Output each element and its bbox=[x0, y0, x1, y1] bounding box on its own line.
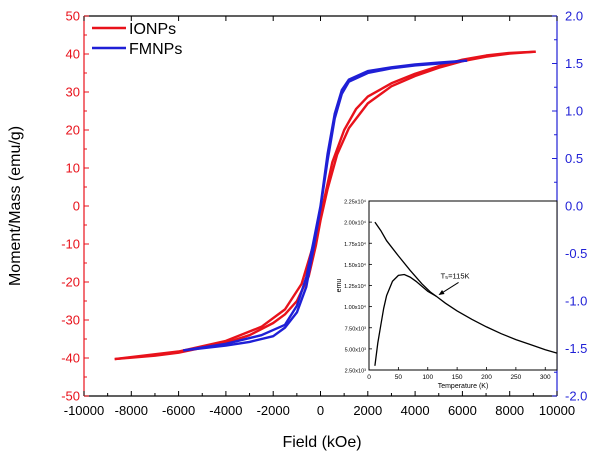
inset-annotation-label: T₅=115K bbox=[441, 271, 470, 280]
right-y-tick-label: 1.0 bbox=[565, 104, 583, 119]
x-axis-label: Field (kOe) bbox=[282, 434, 361, 451]
x-tick-label: 10000 bbox=[539, 403, 575, 418]
right-y-tick-label: 1.5 bbox=[565, 56, 583, 71]
x-tick-label: -8000 bbox=[115, 403, 148, 418]
x-tick-label: 2000 bbox=[353, 403, 382, 418]
right-y-tick-label: 0.0 bbox=[565, 199, 583, 214]
left-y-tick-label: 0 bbox=[73, 199, 80, 214]
inset-y-tick-label: 2.25x10⁴ bbox=[344, 199, 367, 206]
inset-frame bbox=[368, 200, 558, 371]
x-tick-label: -4000 bbox=[209, 403, 242, 418]
y-axis-label: Moment/Mass (emu/g) bbox=[7, 126, 24, 286]
inset-x-tick-label: 150 bbox=[452, 374, 463, 381]
legend: IONPs FMNPs bbox=[92, 21, 182, 58]
inset-y-tick-label: 2.50x10³ bbox=[345, 369, 367, 375]
inset-y-tick-label: 1.50x10⁴ bbox=[344, 262, 367, 269]
left-y-tick-label: 20 bbox=[66, 123, 80, 138]
left-y-tick-label: 50 bbox=[66, 9, 80, 24]
inset-y-tick-label: 1.00x10⁴ bbox=[344, 304, 367, 311]
x-tick-label: -6000 bbox=[162, 403, 195, 418]
inset-x-tick-label: 100 bbox=[422, 374, 433, 381]
left-y-tick-label: -20 bbox=[61, 275, 80, 290]
x-tick-label: 4000 bbox=[401, 403, 430, 418]
left-y-tick-label: -30 bbox=[61, 313, 80, 328]
left-y-tick-label: -50 bbox=[61, 389, 80, 404]
right-y-tick-label: -1.5 bbox=[565, 341, 587, 356]
inset-y-tick-label: 5.00x10³ bbox=[345, 347, 367, 353]
right-y-tick-label: -1.0 bbox=[565, 294, 587, 309]
x-tick-label: -10000 bbox=[64, 403, 104, 418]
x-tick-label: 6000 bbox=[448, 403, 477, 418]
inset-y-tick-label: 7.50x10³ bbox=[345, 326, 367, 332]
inset-chart: 0 50 100 150 200 250 300 2.50x10³ 5.00x10³ 7.50x1… bbox=[336, 199, 558, 390]
legend-label-fmnps: FMNPs bbox=[129, 41, 182, 58]
inset-x-axis-label: Temperature (K) bbox=[438, 383, 489, 390]
x-tick-label: 0 bbox=[317, 403, 324, 418]
inset-x-tick-label: 50 bbox=[395, 374, 403, 381]
left-y-tick-label: 10 bbox=[66, 161, 80, 176]
inset-y-tick-label: 2.00x10⁴ bbox=[344, 220, 367, 227]
series-fmnps-lower-branch bbox=[183, 59, 468, 352]
legend-label-ionps: IONPs bbox=[129, 21, 176, 38]
inset-x-tick-label: 300 bbox=[540, 374, 551, 381]
series-ionps-lower-branch bbox=[114, 50, 536, 361]
left-y-tick-label: -40 bbox=[61, 351, 80, 366]
inset-zfc-curve bbox=[374, 273, 437, 366]
inset-x-tick-label: 0 bbox=[367, 374, 371, 381]
right-y-tick-label: -2.0 bbox=[565, 389, 587, 404]
left-y-tick-label: 30 bbox=[66, 85, 80, 100]
right-y-tick-label: 2.0 bbox=[565, 9, 583, 24]
right-y-tick-label: -0.5 bbox=[565, 246, 587, 261]
x-tick-label: -2000 bbox=[257, 403, 290, 418]
inset-x-tick-label: 200 bbox=[481, 374, 492, 381]
right-y-tick-label: 0.5 bbox=[565, 151, 583, 166]
inset-x-tick-label: 250 bbox=[510, 374, 521, 381]
inset-fc-curve bbox=[374, 221, 558, 354]
inset-y-tick-label: 1.25x10⁴ bbox=[344, 283, 367, 290]
inset-y-axis-label: emu bbox=[336, 279, 343, 293]
left-y-tick-label: 40 bbox=[66, 47, 80, 62]
inset-annotation-arrowhead bbox=[438, 289, 445, 295]
left-y-tick-label: -10 bbox=[61, 237, 80, 252]
x-tick-label: 8000 bbox=[495, 403, 524, 418]
inset-y-tick-label: 1.75x10⁴ bbox=[344, 241, 367, 248]
